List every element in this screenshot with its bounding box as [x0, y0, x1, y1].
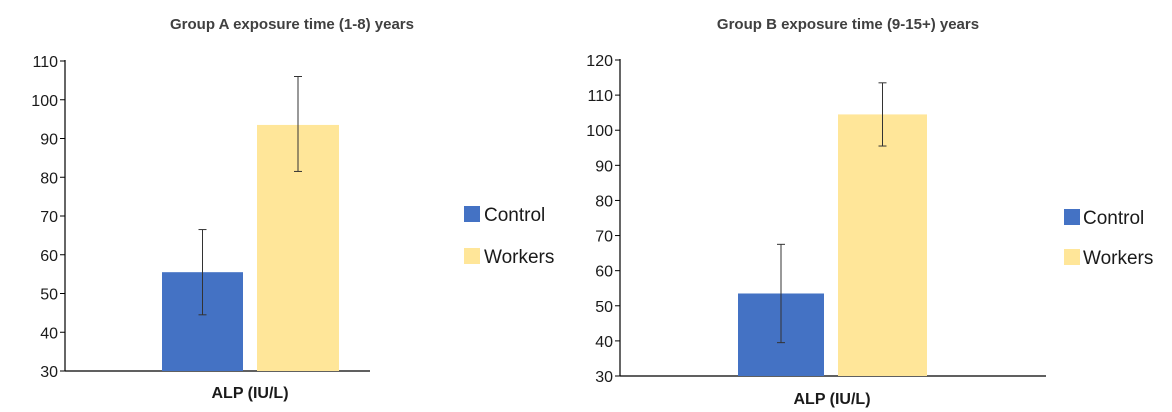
y-tick-label: 100 — [31, 93, 58, 110]
chart-marks: 30 40 50 60 70 80 90 100 110 — [31, 54, 370, 381]
y-tick-label: 100 — [586, 123, 613, 140]
bar-workers — [838, 114, 927, 376]
y-tick-label: 110 — [32, 54, 58, 71]
y-tick-label: 90 — [40, 132, 58, 149]
y-tick-label: 30 — [595, 369, 613, 386]
y-tick-label: 30 — [40, 364, 58, 381]
y-tick-label: 60 — [595, 264, 613, 281]
y-tick-label: 80 — [595, 193, 613, 210]
legend-label-control: Control — [1083, 208, 1144, 229]
y-tick-label: 70 — [595, 229, 613, 246]
chart-title: Group B exposure time (9-15+) years — [717, 16, 979, 33]
chart-group-b: Group B exposure time (9-15+) years ALP … — [586, 16, 1153, 408]
chart-title: Group A exposure time (1-8) years — [170, 16, 414, 33]
y-tick-label: 90 — [595, 158, 613, 175]
legend-swatch-workers — [1064, 249, 1080, 265]
chart-marks: 30 40 50 60 70 80 90 100 110 120 — [586, 53, 1046, 386]
y-tick-label: 40 — [40, 325, 58, 342]
y-tick-label: 60 — [40, 248, 58, 265]
x-axis-label: ALP (IU/L) — [211, 385, 288, 402]
legend-label-workers: Workers — [1083, 248, 1153, 269]
y-tick-label: 70 — [40, 209, 58, 226]
y-tick-label: 50 — [595, 299, 613, 316]
y-tick-label: 50 — [40, 287, 58, 304]
legend-label-control: Control — [484, 205, 545, 226]
y-tick-label: 80 — [40, 170, 58, 187]
legend-label-workers: Workers — [484, 247, 554, 268]
legend-swatch-control — [1064, 209, 1080, 225]
chart-panel-group-b: Group B exposure time (9-15+) years ALP … — [586, 0, 1172, 412]
legend-swatch-workers — [464, 248, 480, 264]
chart-group-a: Group A exposure time (1-8) years ALP (I… — [31, 16, 554, 402]
y-tick-label: 120 — [586, 53, 613, 70]
y-tick-label: 40 — [595, 334, 613, 351]
x-axis-label: ALP (IU/L) — [793, 391, 870, 408]
y-tick-label: 110 — [587, 88, 613, 105]
legend-swatch-control — [464, 206, 480, 222]
chart-panel-group-a: Group A exposure time (1-8) years ALP (I… — [0, 0, 585, 412]
